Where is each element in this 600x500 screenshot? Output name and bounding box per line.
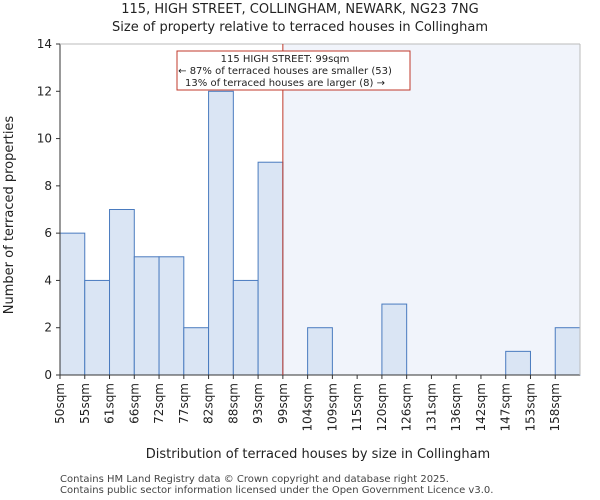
x-tick-label: 77sqm [177, 383, 191, 424]
x-tick-label: 93sqm [251, 383, 265, 424]
annotation-frame [176, 50, 411, 91]
chart-title: 115, HIGH STREET, COLLINGHAM, NEWARK, NG… [121, 2, 478, 17]
bar-61sqm [109, 209, 135, 376]
annotation-box: 115 HIGH STREET: 99sqm ← 87% of terraced… [176, 50, 411, 91]
x-tick-label: 66sqm [127, 383, 141, 424]
bar-104sqm [307, 327, 333, 376]
y-tick-label: 0 [44, 368, 52, 382]
x-tick-label: 55sqm [78, 383, 92, 424]
annotation-line-2: ← 87% of terraced houses are smaller (53… [178, 66, 392, 77]
x-tick-label: 147sqm [499, 383, 513, 431]
x-tick-label: 109sqm [325, 383, 339, 431]
chart-subtitle: Size of property relative to terraced ho… [112, 20, 488, 35]
x-tick-label: 158sqm [548, 383, 562, 431]
bar-72sqm [158, 256, 185, 376]
x-tick-label: 88sqm [226, 383, 240, 424]
x-tick-label: 136sqm [449, 383, 463, 431]
annotation-line-3: 13% of terraced houses are larger (8) → [185, 78, 385, 89]
bar-77sqm [183, 327, 210, 376]
x-tick-label: 82sqm [202, 383, 216, 424]
y-tick-label: 4 [44, 273, 52, 287]
highlight-region [282, 44, 580, 375]
x-tick-label: 126sqm [400, 383, 414, 431]
bar-55sqm [84, 279, 111, 376]
bars-layer [59, 90, 581, 376]
bar-158sqm [554, 327, 581, 376]
bar-88sqm [232, 279, 259, 376]
y-tick-label: 12 [37, 84, 52, 98]
axes-layer: 0 2 4 6 8 10 12 14 50sqm 55sqm 61sqm 66sqm 72sqm 77sq… [37, 37, 581, 431]
x-tick-label: 153sqm [523, 383, 537, 431]
y-tick-label: 14 [37, 37, 52, 51]
x-tick-label: 50sqm [53, 383, 67, 424]
x-tick-label: 99sqm [276, 383, 290, 424]
bar-82sqm [208, 90, 234, 376]
bar-66sqm [133, 256, 160, 376]
x-tick-label: 142sqm [474, 383, 488, 431]
x-tick-label: 120sqm [375, 383, 389, 431]
x-tick-label: 104sqm [301, 383, 315, 431]
bar-50sqm [59, 232, 86, 376]
y-tick-label: 10 [37, 132, 52, 146]
y-tick-label: 2 [44, 321, 52, 335]
y-tick-label: 6 [44, 226, 52, 240]
bar-147sqm [505, 350, 531, 376]
x-tick-label: 72sqm [152, 383, 166, 424]
y-tick-label: 8 [44, 179, 52, 193]
x-tick-label: 61sqm [103, 383, 117, 424]
footer-line-2: Contains public sector information licen… [60, 485, 494, 496]
x-axis-label: Distribution of terraced houses by size … [146, 447, 490, 462]
annotation-line-1: 115 HIGH STREET: 99sqm [221, 54, 350, 65]
bar-93sqm [257, 161, 284, 376]
footer-line-1: Contains HM Land Registry data © Crown c… [60, 474, 449, 485]
x-tick-label: 131sqm [424, 383, 438, 431]
y-axis-label: Number of terraced properties [2, 116, 17, 315]
x-tick-label: 115sqm [350, 383, 364, 431]
bar-120sqm [381, 303, 408, 376]
